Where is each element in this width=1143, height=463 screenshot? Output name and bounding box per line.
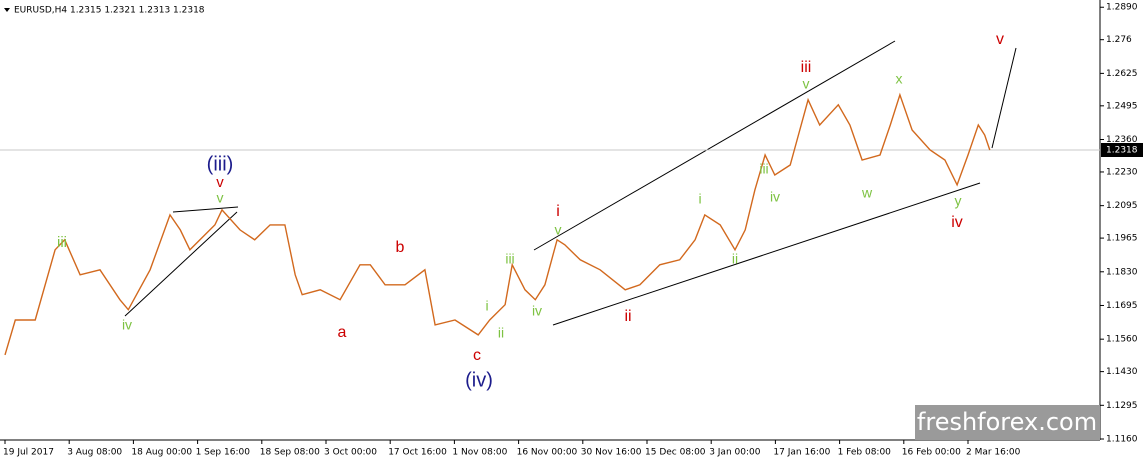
chart-title: EURUSD,H4 1.2315 1.2321 1.2313 1.2318 xyxy=(14,6,205,16)
y-tick-label: 1.1160 xyxy=(1106,435,1138,445)
y-tick-label: 1.1830 xyxy=(1106,267,1138,277)
trendline xyxy=(124,211,238,317)
wave-label: v xyxy=(996,31,1004,48)
watermark-box xyxy=(915,405,1100,440)
wave-label: ii xyxy=(624,308,631,325)
wave-label: iv xyxy=(122,317,132,333)
x-tick-label: 18 Aug 00:00 xyxy=(131,448,192,458)
y-tick-label: 1.1560 xyxy=(1106,335,1138,345)
last-price-box xyxy=(1101,142,1143,157)
x-tick-label: 30 Nov 16:00 xyxy=(581,448,642,458)
wave-label: iii xyxy=(57,234,67,251)
wave-label: c xyxy=(473,347,481,364)
x-tick-label: 3 Oct 00:00 xyxy=(324,448,377,458)
y-tick-label: 1.1695 xyxy=(1106,301,1138,311)
wave-label: (iv) xyxy=(465,369,493,391)
wave-label: y xyxy=(955,193,962,209)
x-tick-label: 17 Jan 16:00 xyxy=(773,448,830,458)
last-price-label: 1.2318 xyxy=(1106,145,1138,155)
wave-label: iii xyxy=(801,59,812,76)
wave-label: iv xyxy=(770,189,780,205)
wave-label: v xyxy=(555,222,562,238)
x-tick-label: 2 Mar 16:00 xyxy=(966,448,1021,458)
wave-label: ii xyxy=(498,325,504,341)
trendline xyxy=(533,40,896,251)
x-tick-label: 16 Feb 00:00 xyxy=(902,448,961,458)
x-tick-label: 16 Nov 00:00 xyxy=(517,448,578,458)
wave-label: ii xyxy=(732,251,738,267)
y-tick-label: 1.2625 xyxy=(1106,69,1138,79)
wave-label: i xyxy=(556,203,560,220)
x-tick-label: 1 Sep 16:00 xyxy=(196,448,251,458)
x-tick-label: 1 Feb 08:00 xyxy=(838,448,892,458)
trendlines xyxy=(124,40,1017,326)
wave-label: b xyxy=(396,239,405,256)
wave-label: v xyxy=(803,76,810,92)
y-tick-label: 1.2095 xyxy=(1106,201,1138,211)
x-tick-label: 15 Dec 08:00 xyxy=(645,448,706,458)
x-tick-label: 19 Jul 2017 xyxy=(3,448,54,458)
wave-label: iv xyxy=(532,303,542,319)
trendline xyxy=(172,206,239,213)
wave-label: i xyxy=(698,191,701,207)
wave-label: a xyxy=(338,324,347,341)
y-tick-label: 1.276 xyxy=(1106,35,1132,45)
x-tick-label: 1 Nov 08:00 xyxy=(452,448,507,458)
x-tick-label: 3 Jan 00:00 xyxy=(709,448,761,458)
projection-line xyxy=(991,47,1017,149)
wave-label: v xyxy=(217,190,224,206)
x-tick-label: 17 Oct 16:00 xyxy=(388,448,447,458)
y-tick-label: 1.1430 xyxy=(1106,367,1138,377)
wave-label: (iii) xyxy=(207,153,234,175)
wave-label: x xyxy=(896,71,903,87)
wave-label: iv xyxy=(951,214,963,231)
wave-label: iii xyxy=(759,161,768,177)
wave-label: w xyxy=(861,185,873,201)
wave-label: i xyxy=(485,298,488,314)
price-line xyxy=(4,92,991,356)
y-tick-label: 1.2230 xyxy=(1106,167,1138,177)
wave-label: iii xyxy=(505,251,514,267)
y-tick-label: 1.2360 xyxy=(1106,135,1138,145)
x-tick-label: 18 Sep 08:00 xyxy=(260,448,320,458)
y-tick-label: 1.1965 xyxy=(1106,234,1138,244)
watermark: freshforex.com xyxy=(917,408,1097,436)
x-tick-label: 3 Aug 08:00 xyxy=(67,448,122,458)
menu-arrow xyxy=(4,8,10,12)
trendline xyxy=(552,182,981,326)
wave-label: v xyxy=(216,174,224,191)
y-tick-label: 1.1295 xyxy=(1106,401,1138,411)
y-tick-label: 1.2495 xyxy=(1106,101,1138,111)
y-tick-label: 1.2890 xyxy=(1106,3,1138,13)
